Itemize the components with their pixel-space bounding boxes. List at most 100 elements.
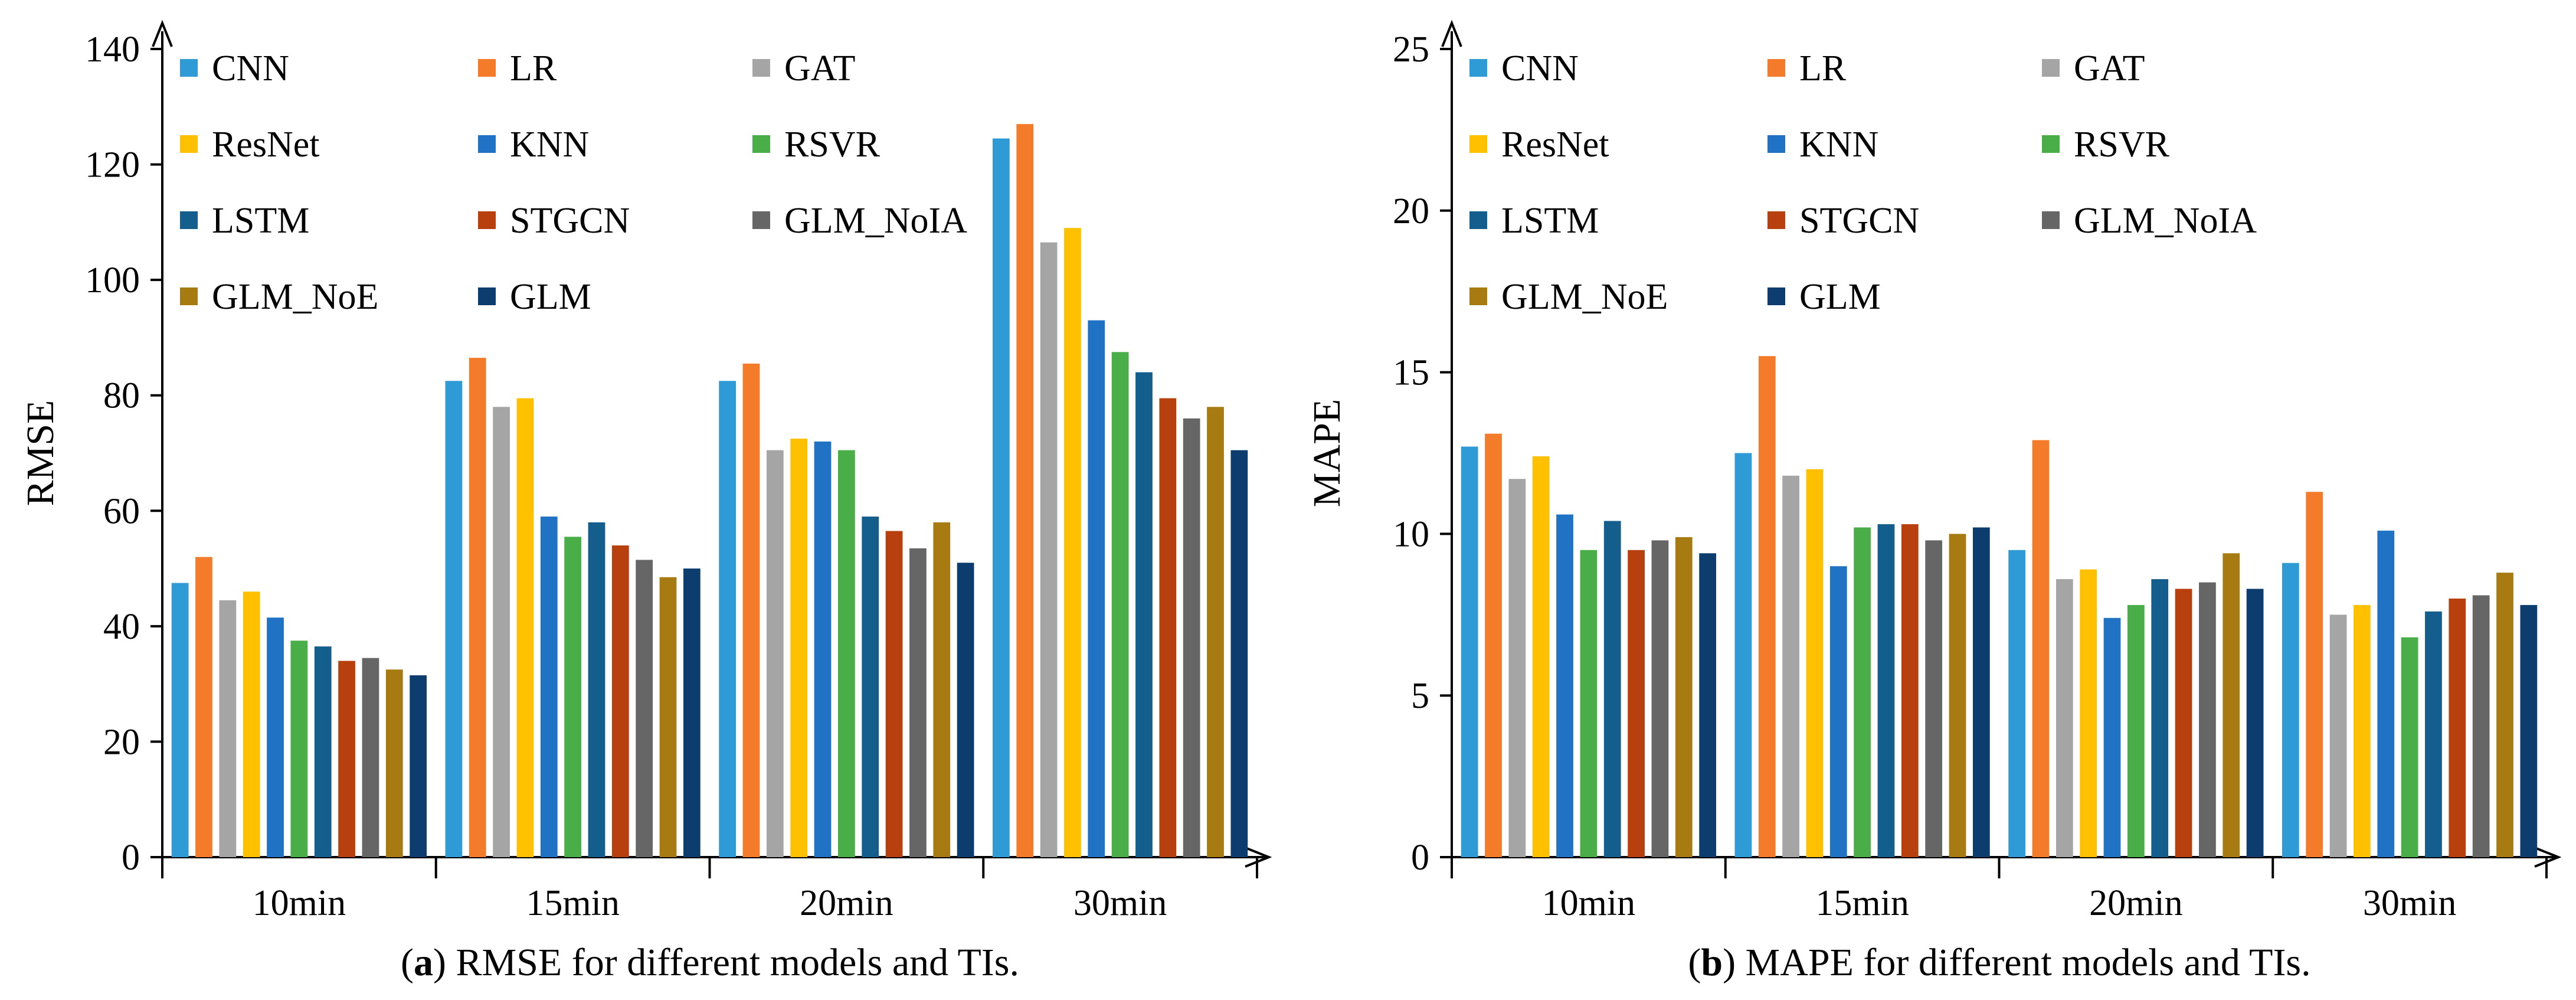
legend-label: STGCN	[510, 201, 630, 241]
legend-item-gat: GAT	[2042, 48, 2145, 89]
bar-rsvr-15min	[564, 537, 582, 857]
bar-resnet-30min	[2354, 604, 2371, 857]
y-tick-label: 120	[85, 145, 140, 185]
bar-resnet-20min	[2080, 569, 2097, 857]
legend-swatch	[2042, 135, 2060, 153]
bar-cnn-20min	[719, 381, 737, 857]
bar-lstm-15min	[588, 522, 605, 857]
x-tick-label: 30min	[2363, 883, 2456, 923]
bar-rsvr-10min	[290, 640, 308, 857]
legend-item-knn: KNN	[1767, 125, 1878, 165]
bar-stgcn-20min	[2175, 589, 2192, 857]
bar-glm_noia-15min	[636, 560, 653, 857]
legend-swatch	[478, 287, 496, 305]
y-tick-label: 80	[103, 376, 140, 416]
y-tick-label: 0	[1411, 838, 1429, 878]
bar-knn-30min	[1088, 320, 1105, 857]
legend-label: KNN	[1799, 125, 1878, 165]
bar-glm-20min	[2246, 589, 2264, 857]
bar-knn-30min	[2377, 530, 2395, 857]
caption-open-paren: (	[401, 941, 414, 984]
legend-label: GLM	[1799, 277, 1881, 317]
figure-caption: (b) MAPE for different models and TIs.	[1688, 941, 2310, 984]
x-tick-label: 10min	[253, 883, 346, 923]
legend-item-lstm: LSTM	[1469, 201, 1599, 241]
legend-item-lr: LR	[478, 48, 557, 89]
legend-swatch	[180, 287, 198, 305]
legend-item-lstm: LSTM	[180, 201, 309, 241]
y-tick-label: 25	[1393, 30, 1429, 70]
bar-cnn-10min	[1461, 446, 1478, 857]
bar-knn-20min	[814, 441, 832, 857]
x-tick-label: 30min	[1073, 883, 1167, 923]
caption-letter: a	[414, 941, 433, 984]
legend-swatch	[478, 59, 496, 77]
legend-swatch	[180, 211, 198, 229]
bar-glm_noe-20min	[933, 522, 951, 857]
bar-resnet-15min	[516, 398, 534, 857]
bar-gat-30min	[2329, 615, 2347, 857]
bar-lr-30min	[2306, 492, 2323, 857]
legend-label: GAT	[2074, 48, 2145, 89]
bar-lstm-20min	[2151, 579, 2169, 857]
bar-glm-30min	[2520, 604, 2538, 857]
bar-lstm-30min	[1135, 372, 1153, 857]
bar-stgcn-15min	[611, 545, 629, 857]
legend-label: STGCN	[1799, 201, 1919, 241]
legend-swatch	[752, 211, 770, 229]
legend-swatch	[180, 135, 198, 153]
bar-stgcn-10min	[1628, 550, 1645, 857]
chart-b: 0 5 10 15 20 25 MAPE 10min 15min 20min 30min CNN LR G…	[1305, 19, 2562, 984]
legend-swatch	[1469, 211, 1487, 229]
legend-item-knn: KNN	[478, 125, 589, 165]
legend-label: KNN	[510, 125, 589, 165]
bar-glm_noia-30min	[2472, 595, 2490, 857]
caption-close-paren: )	[1723, 941, 1736, 984]
caption-text: MAPE for different models and TIs.	[1736, 941, 2311, 984]
legend-swatch	[2042, 211, 2060, 229]
y-tick-label: 10	[1393, 514, 1429, 554]
caption-close-paren: )	[433, 941, 446, 984]
y-axis-title: MAPE	[1305, 399, 1348, 507]
legend-item-rsvr: RSVR	[752, 125, 881, 165]
bar-lr-20min	[2032, 440, 2050, 857]
legend-label: CNN	[212, 48, 289, 89]
legend-item-rsvr: RSVR	[2042, 125, 2170, 165]
legend-label: CNN	[1501, 48, 1579, 89]
bar-cnn-15min	[445, 381, 463, 857]
bar-glm_noe-30min	[1207, 407, 1224, 857]
legend-swatch	[1767, 211, 1785, 229]
figure-caption: (a) RMSE for different models and TIs.	[401, 941, 1019, 984]
legend-swatch	[1469, 59, 1487, 77]
bar-lstm-10min	[314, 646, 332, 857]
legend-item-glm: GLM	[1767, 277, 1881, 317]
chart-a: 0 20 40 60 80 100 120 140 RMSE 10min 15min 20min 30m…	[19, 19, 1272, 984]
legend-label: ResNet	[212, 125, 320, 165]
bar-knn-15min	[1829, 566, 1847, 857]
caption-letter: b	[1701, 941, 1723, 984]
bar-resnet-10min	[243, 591, 260, 857]
bar-gat-30min	[1040, 242, 1058, 857]
legend-item-stgcn: STGCN	[478, 201, 630, 241]
legend-label: LR	[1799, 48, 1847, 89]
bar-glm_noe-20min	[2223, 553, 2240, 857]
y-tick-label: 60	[103, 491, 140, 531]
bar-stgcn-10min	[338, 661, 355, 857]
legend-label: LR	[510, 48, 557, 89]
legend-item-glm_noe: GLM_NoE	[180, 277, 378, 317]
bar-glm_noia-10min	[362, 658, 379, 857]
bar-knn-10min	[1556, 514, 1573, 857]
bar-gat-20min	[766, 450, 784, 857]
x-axis-arrow	[1245, 847, 1272, 868]
bar-cnn-10min	[171, 583, 189, 857]
bar-lr-20min	[742, 363, 760, 857]
bar-glm_noe-15min	[659, 577, 677, 857]
bar-gat-15min	[1782, 475, 1799, 857]
legend-swatch	[478, 135, 496, 153]
bar-stgcn-15min	[1901, 524, 1919, 857]
bar-lr-15min	[1758, 356, 1776, 857]
bar-cnn-20min	[2008, 550, 2026, 857]
bar-cnn-30min	[993, 138, 1010, 857]
legend-item-resnet: ResNet	[1469, 125, 1609, 165]
bar-glm_noia-30min	[1183, 418, 1200, 857]
